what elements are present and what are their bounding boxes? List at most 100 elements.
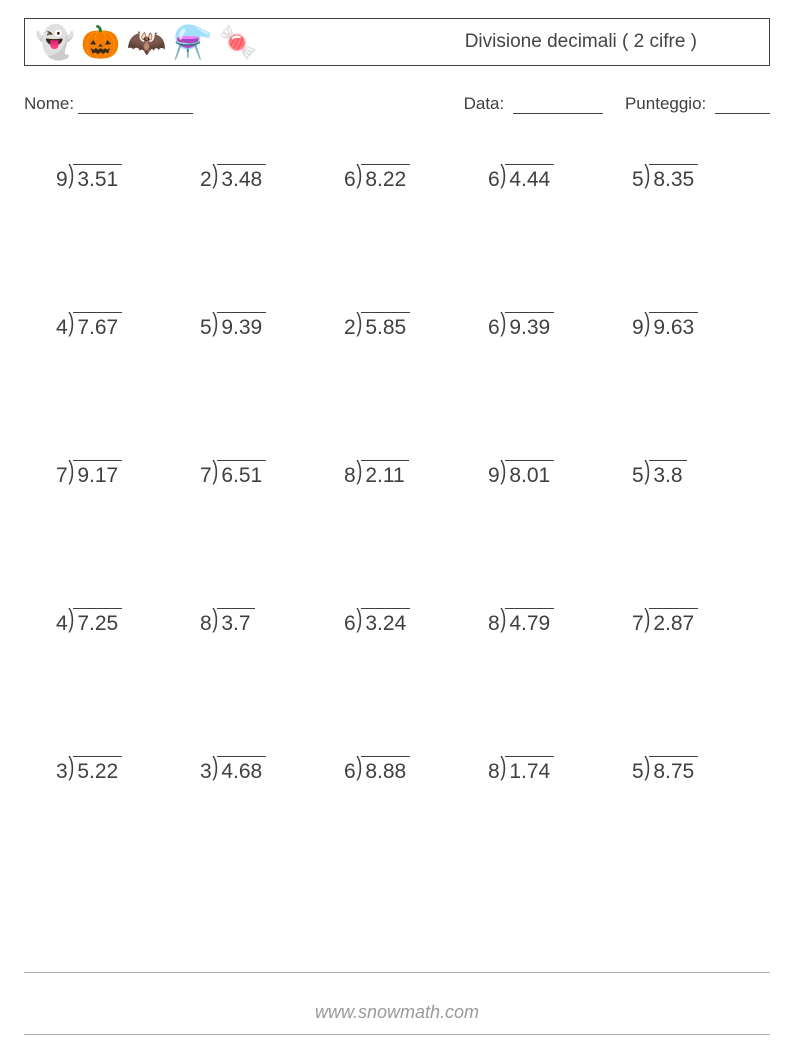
long-division-bracket: ) (356, 312, 362, 333)
long-division-bracket: ) (212, 460, 218, 481)
division-problem: 4)7.25 (42, 608, 176, 636)
dividend: 9.63 (649, 312, 698, 340)
division-problem: 8)3.7 (186, 608, 320, 636)
long-division-bracket: ) (500, 756, 506, 777)
division-problem: 2)5.85 (330, 312, 464, 340)
division-problem: 8)2.11 (330, 460, 464, 488)
divisor: 3 (200, 756, 212, 784)
division-problem: 3)4.68 (186, 756, 320, 784)
long-division-bracket: ) (644, 608, 650, 629)
division-problem: 2)3.48 (186, 164, 320, 192)
date-field: Data: (464, 94, 603, 114)
long-division-bracket: ) (68, 164, 74, 185)
ghost-icon: 👻 (35, 26, 75, 58)
divisor: 5 (632, 756, 644, 784)
long-division-bracket: ) (212, 312, 218, 333)
dividend: 9.39 (505, 312, 554, 340)
long-division-bracket: ) (212, 608, 218, 629)
divisor: 7 (632, 608, 644, 636)
division-problem: 3)5.22 (42, 756, 176, 784)
divisor: 6 (488, 164, 500, 192)
division-problem: 7)9.17 (42, 460, 176, 488)
long-division-bracket: ) (68, 608, 74, 629)
long-division-bracket: ) (356, 608, 362, 629)
dividend: 8.01 (505, 460, 554, 488)
dividend: 6.51 (217, 460, 266, 488)
division-problem: 6)9.39 (474, 312, 608, 340)
long-division-bracket: ) (500, 164, 506, 185)
dividend: 5.22 (73, 756, 122, 784)
divisor: 6 (488, 312, 500, 340)
cauldron-icon: ⚗️ (173, 26, 213, 58)
dividend: 8.35 (649, 164, 698, 192)
divisor: 4 (56, 608, 68, 636)
long-division-bracket: ) (500, 312, 506, 333)
dividend: 3.24 (361, 608, 410, 636)
divisor: 4 (56, 312, 68, 340)
divisor: 6 (344, 756, 356, 784)
info-row: Nome: Data: Punteggio: (24, 94, 770, 114)
division-problem: 9)9.63 (618, 312, 752, 340)
score-label: Punteggio: (625, 94, 706, 113)
divisor: 6 (344, 164, 356, 192)
name-field: Nome: (24, 94, 193, 114)
header-box: 👻 🎃 🦇 ⚗️ 🍬 Divisione decimali ( 2 cifre … (24, 18, 770, 66)
worksheet-page: 👻 🎃 🦇 ⚗️ 🍬 Divisione decimali ( 2 cifre … (0, 0, 794, 1053)
division-problem: 4)7.67 (42, 312, 176, 340)
long-division-bracket: ) (644, 312, 650, 333)
divisor: 9 (632, 312, 644, 340)
footer-rule-top (24, 972, 770, 973)
long-division-bracket: ) (212, 164, 218, 185)
footer-text: www.snowmath.com (0, 1002, 794, 1023)
long-division-bracket: ) (644, 460, 650, 481)
division-problem: 5)8.35 (618, 164, 752, 192)
divisor: 7 (200, 460, 212, 488)
division-problem: 5)3.8 (618, 460, 752, 488)
dividend: 3.7 (217, 608, 254, 636)
name-label: Nome: (24, 94, 74, 114)
problems-grid: 9)3.512)3.486)8.226)4.445)8.354)7.675)9.… (24, 164, 770, 784)
division-problem: 6)4.44 (474, 164, 608, 192)
divisor: 8 (488, 756, 500, 784)
dividend: 3.48 (217, 164, 266, 192)
header-icons: 👻 🎃 🦇 ⚗️ 🍬 (31, 26, 258, 58)
division-problem: 7)2.87 (618, 608, 752, 636)
candy-icon: 🍬 (218, 26, 258, 58)
long-division-bracket: ) (500, 608, 506, 629)
division-problem: 6)8.22 (330, 164, 464, 192)
division-problem: 8)1.74 (474, 756, 608, 784)
divisor: 2 (200, 164, 212, 192)
division-problem: 6)3.24 (330, 608, 464, 636)
long-division-bracket: ) (500, 460, 506, 481)
long-division-bracket: ) (68, 756, 74, 777)
dividend: 4.68 (217, 756, 266, 784)
footer-rule-bottom (24, 1034, 770, 1035)
date-blank (513, 96, 603, 114)
divisor: 9 (56, 164, 68, 192)
bat-icon: 🦇 (127, 26, 167, 58)
dividend: 4.79 (505, 608, 554, 636)
divisor: 8 (344, 460, 356, 488)
dividend: 4.44 (505, 164, 554, 192)
dividend: 7.67 (73, 312, 122, 340)
divisor: 3 (56, 756, 68, 784)
divisor: 8 (488, 608, 500, 636)
dividend: 7.25 (73, 608, 122, 636)
date-label: Data: (464, 94, 505, 113)
dividend: 8.22 (361, 164, 410, 192)
long-division-bracket: ) (68, 312, 74, 333)
divisor: 7 (56, 460, 68, 488)
long-division-bracket: ) (356, 756, 362, 777)
name-blank (78, 96, 193, 114)
division-problem: 9)3.51 (42, 164, 176, 192)
division-problem: 5)9.39 (186, 312, 320, 340)
worksheet-title: Divisione decimali ( 2 cifre ) (465, 31, 757, 53)
dividend: 2.11 (361, 460, 408, 488)
division-problem: 6)8.88 (330, 756, 464, 784)
divisor: 9 (488, 460, 500, 488)
divisor: 2 (344, 312, 356, 340)
long-division-bracket: ) (68, 460, 74, 481)
long-division-bracket: ) (644, 756, 650, 777)
score-field: Punteggio: (625, 94, 770, 114)
dividend: 3.51 (73, 164, 122, 192)
